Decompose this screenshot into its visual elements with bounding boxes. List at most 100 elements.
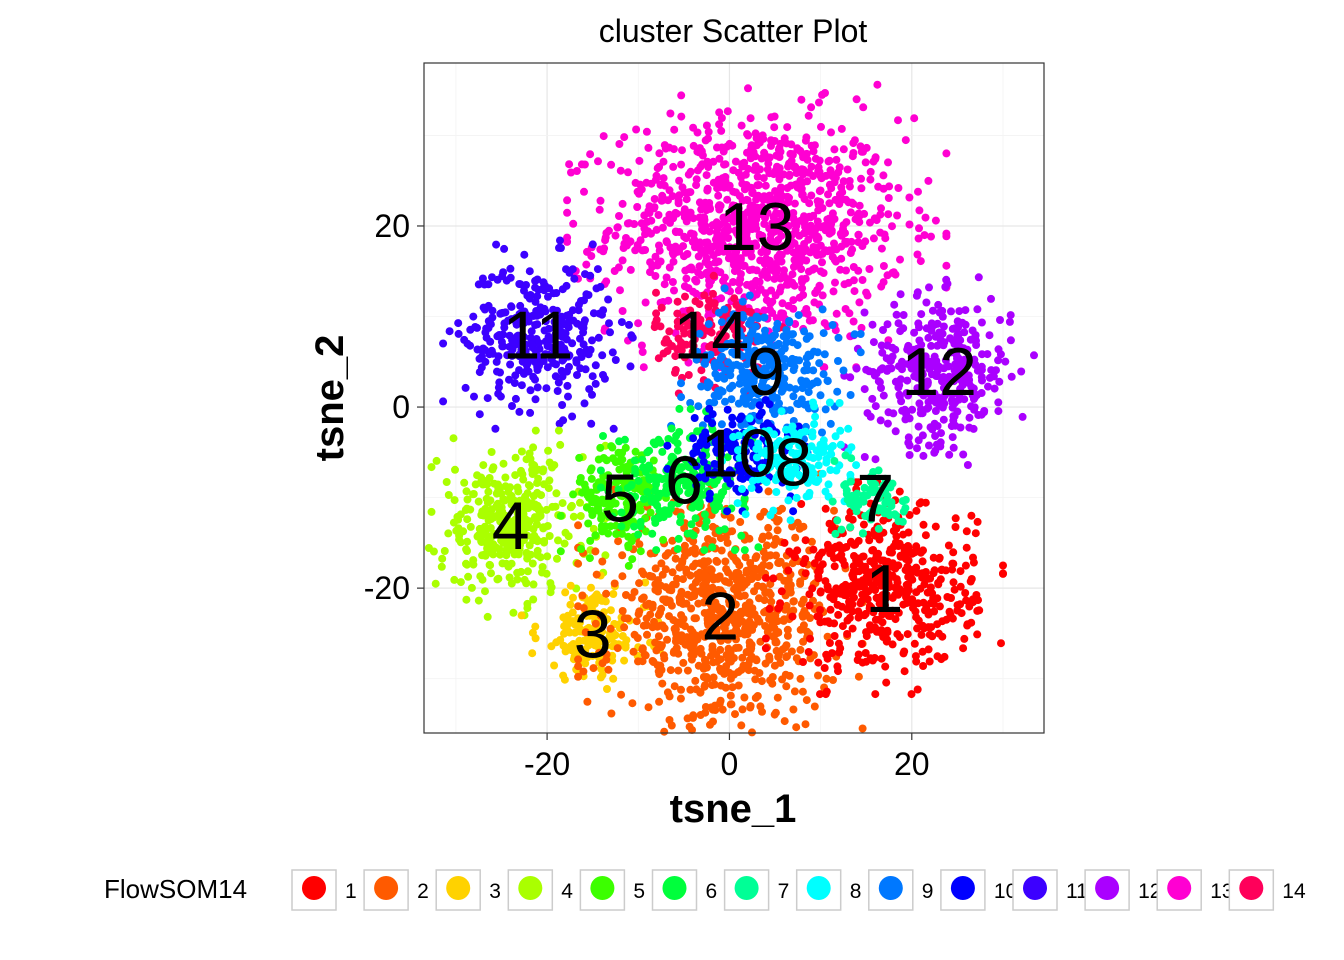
data-point — [860, 385, 869, 394]
data-point — [687, 529, 695, 538]
data-point — [833, 516, 842, 525]
data-point — [693, 311, 702, 320]
data-point — [828, 321, 837, 329]
data-point — [641, 468, 650, 476]
data-point — [683, 250, 692, 258]
data-point — [601, 236, 610, 245]
data-point — [899, 507, 908, 516]
data-point — [627, 331, 636, 340]
data-point — [723, 507, 732, 516]
data-point — [844, 278, 853, 287]
data-point — [507, 302, 516, 311]
data-point — [528, 649, 537, 658]
data-point — [807, 103, 816, 112]
data-point — [721, 366, 730, 375]
data-point — [659, 174, 668, 183]
data-point — [764, 345, 772, 354]
data-point — [738, 160, 747, 168]
data-point — [621, 641, 630, 650]
data-point — [686, 685, 695, 694]
data-point — [717, 546, 726, 555]
data-point — [618, 448, 627, 457]
data-point — [559, 416, 568, 425]
data-point — [737, 531, 746, 540]
data-point — [958, 318, 967, 327]
data-point — [608, 348, 617, 357]
data-point — [927, 323, 936, 332]
data-point — [971, 529, 980, 538]
data-point — [913, 373, 922, 382]
data-point — [475, 410, 484, 419]
data-point — [696, 688, 705, 697]
data-point — [599, 432, 607, 440]
data-point — [911, 652, 920, 661]
data-point — [997, 639, 1005, 648]
data-point — [692, 355, 701, 364]
data-point — [697, 366, 706, 375]
data-point — [917, 405, 925, 414]
data-point — [994, 407, 1003, 416]
data-point — [701, 523, 710, 531]
data-point — [819, 329, 828, 338]
data-point — [777, 587, 786, 596]
cluster-label-13: 13 — [719, 189, 795, 265]
data-point — [899, 649, 908, 658]
data-point — [775, 399, 783, 408]
data-point — [732, 348, 741, 357]
data-point — [454, 329, 463, 338]
data-point — [628, 699, 637, 708]
data-point — [883, 320, 892, 329]
data-point — [481, 357, 490, 366]
data-point — [599, 132, 608, 141]
data-point — [688, 341, 697, 349]
data-point — [676, 319, 685, 328]
data-point — [765, 224, 774, 233]
data-point — [654, 587, 662, 596]
data-point — [734, 168, 743, 177]
data-point — [919, 662, 928, 670]
data-point — [996, 350, 1005, 359]
data-point — [539, 523, 548, 532]
data-point — [655, 246, 664, 255]
data-point — [830, 145, 839, 154]
data-point — [890, 300, 899, 309]
data-point — [766, 551, 775, 560]
data-point — [924, 176, 933, 185]
data-point — [771, 291, 780, 300]
data-point — [561, 588, 570, 597]
data-point — [547, 583, 556, 592]
data-point — [670, 647, 679, 656]
data-point — [770, 405, 779, 414]
data-point — [646, 610, 655, 619]
data-point — [494, 383, 503, 392]
data-point — [924, 333, 933, 342]
data-point — [461, 506, 470, 514]
data-point — [815, 187, 824, 196]
data-point — [805, 332, 814, 341]
data-point — [762, 254, 771, 263]
data-point — [669, 145, 678, 154]
data-point — [772, 324, 781, 333]
data-point — [919, 451, 928, 460]
data-point — [852, 364, 861, 373]
data-point — [618, 307, 627, 315]
data-point — [592, 495, 601, 504]
data-point — [656, 489, 665, 498]
data-point — [487, 448, 496, 456]
data-point — [833, 600, 842, 609]
data-point — [564, 392, 572, 401]
data-point — [898, 406, 907, 415]
data-point — [882, 678, 891, 687]
data-point — [550, 661, 559, 670]
data-point — [645, 446, 654, 455]
data-point — [743, 344, 752, 353]
data-point — [857, 184, 866, 193]
data-point — [786, 516, 795, 525]
data-point — [794, 311, 803, 320]
data-point — [809, 347, 818, 356]
data-point — [494, 352, 503, 361]
data-point — [576, 512, 585, 520]
data-point — [832, 309, 841, 318]
data-point — [728, 527, 737, 536]
data-point — [868, 320, 877, 329]
